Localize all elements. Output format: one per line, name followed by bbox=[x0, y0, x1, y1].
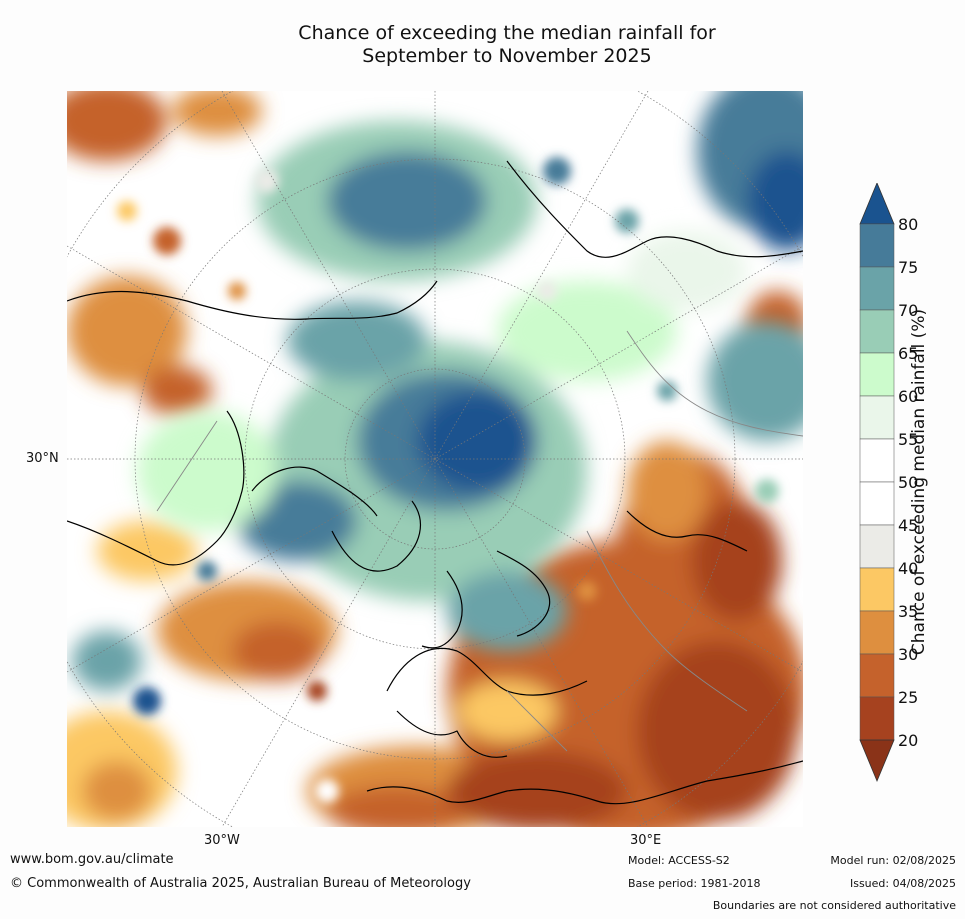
colorbar-swatch bbox=[859, 481, 895, 526]
colorbar-ticks: 80 75 70 65 60 55 50 45 40 35 30 25 20 bbox=[898, 215, 918, 750]
footer-model: Model: ACCESS-S2 bbox=[628, 854, 730, 867]
colorbar-tick-label: 25 bbox=[898, 688, 918, 707]
colorbar-tick-label: 60 bbox=[898, 387, 918, 406]
colorbar-tick-label: 50 bbox=[898, 473, 918, 492]
colorbar-extend-min bbox=[859, 739, 895, 783]
colorbar-swatch bbox=[859, 309, 895, 354]
footer-url[interactable]: www.bom.gov.au/climate bbox=[10, 852, 174, 867]
colorbar-tick-label: 30 bbox=[898, 645, 918, 664]
colorbar-swatch bbox=[859, 266, 895, 311]
colorbar-tick-label: 80 bbox=[898, 215, 918, 234]
colorbar-swatch bbox=[859, 395, 895, 440]
colorbar-tick-label: 75 bbox=[898, 258, 918, 277]
colorbar-swatch bbox=[859, 223, 895, 268]
colorbar-swatch bbox=[859, 352, 895, 397]
colorbar-swatch bbox=[859, 567, 895, 612]
rainfall-map bbox=[67, 91, 803, 827]
lon-label-30e: 30°E bbox=[630, 833, 662, 848]
footer-issued: Issued: 04/08/2025 bbox=[849, 877, 956, 890]
colorbar: 80 75 70 65 60 55 50 45 40 35 30 25 20 bbox=[859, 183, 918, 783]
colorbar-tick-label: 70 bbox=[898, 301, 918, 320]
colorbar-tick-label: 45 bbox=[898, 516, 918, 535]
colorbar-swatch bbox=[859, 524, 895, 569]
colorbar-label: Chance of exceeding median rainfall (%) bbox=[909, 308, 929, 656]
title-line-1: Chance of exceeding the median rainfall … bbox=[298, 22, 716, 44]
colorbar-tick-label: 40 bbox=[898, 559, 918, 578]
title-line-2: September to November 2025 bbox=[362, 45, 652, 67]
footer-disclaimer: Boundaries are not considered authoritat… bbox=[712, 899, 956, 912]
footer-base-period: Base period: 1981-2018 bbox=[628, 877, 761, 890]
colorbar-swatch bbox=[859, 653, 895, 698]
colorbar-swatch bbox=[859, 696, 895, 741]
colorbar-extend-max bbox=[859, 183, 895, 225]
colorbar-swatch bbox=[859, 610, 895, 655]
lat-label-30n: 30°N bbox=[26, 451, 59, 466]
colorbar-tick-label: 55 bbox=[898, 430, 918, 449]
footer-model-run: Model run: 02/08/2025 bbox=[830, 854, 956, 867]
country-boundaries bbox=[156, 330, 803, 752]
colorbar-tick-label: 20 bbox=[898, 731, 918, 750]
coastlines bbox=[67, 160, 803, 805]
map-title: Chance of exceeding the median rainfall … bbox=[0, 22, 965, 68]
lon-label-30w: 30°W bbox=[204, 833, 240, 848]
texture-blotches bbox=[117, 157, 779, 803]
colorbar-swatch bbox=[859, 438, 895, 483]
colorbar-swatches bbox=[859, 183, 895, 783]
above-median-fields bbox=[72, 91, 803, 691]
map-canvas bbox=[67, 91, 803, 827]
colorbar-tick-label: 35 bbox=[898, 602, 918, 621]
colorbar-tick-label: 65 bbox=[898, 344, 918, 363]
footer-copyright: © Commonwealth of Australia 2025, Austra… bbox=[10, 876, 471, 891]
